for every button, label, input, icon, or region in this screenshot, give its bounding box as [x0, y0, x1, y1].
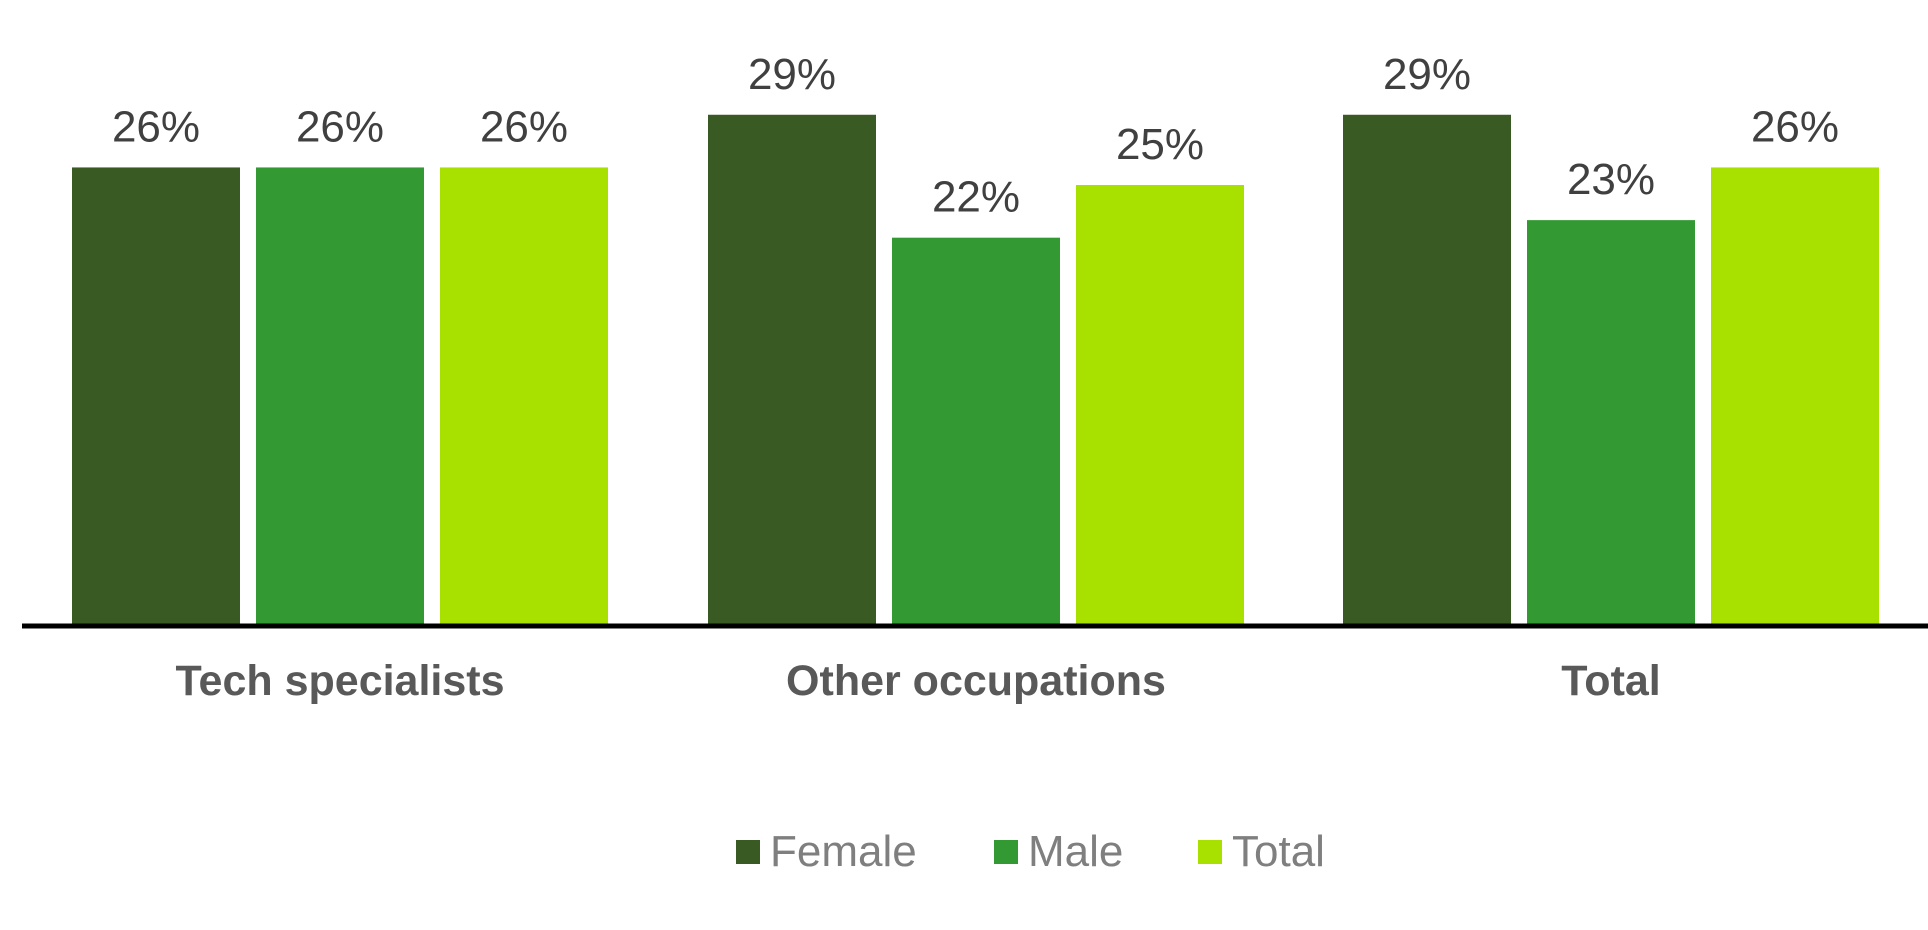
value-label-other-occupations-female: 29% — [748, 50, 836, 99]
legend-label-male: Male — [1028, 827, 1123, 876]
bar-total-total — [1711, 167, 1879, 624]
bar-tech-specialists-female — [72, 167, 240, 624]
legend-swatch-total — [1198, 840, 1222, 864]
legend-label-female: Female — [770, 827, 917, 876]
bars-layer — [72, 114, 1879, 624]
value-label-tech-specialists-total: 26% — [480, 102, 568, 151]
legend-swatch-female — [736, 840, 760, 864]
legend-label-total: Total — [1232, 827, 1325, 876]
bar-other-occupations-female — [708, 114, 876, 624]
legend-item-male: Male — [994, 827, 1123, 876]
bar-other-occupations-total — [1076, 185, 1244, 624]
value-label-total-total: 26% — [1751, 102, 1839, 151]
value-label-total-female: 29% — [1383, 50, 1471, 99]
value-label-other-occupations-male: 22% — [932, 173, 1020, 222]
category-labels-layer: Tech specialists Other occupations Total — [175, 657, 1660, 705]
value-label-tech-specialists-male: 26% — [296, 102, 384, 151]
legend-swatch-male — [994, 840, 1018, 864]
value-label-other-occupations-total: 25% — [1116, 120, 1204, 169]
value-label-total-male: 23% — [1567, 155, 1655, 204]
bar-total-male — [1527, 220, 1695, 624]
category-label-tech-specialists: Tech specialists — [175, 657, 504, 705]
category-label-total: Total — [1561, 657, 1661, 705]
legend-item-female: Female — [736, 827, 917, 876]
bar-other-occupations-male — [892, 237, 1060, 624]
bar-total-female — [1343, 114, 1511, 624]
bar-tech-specialists-male — [256, 167, 424, 624]
bar-tech-specialists-total — [440, 167, 608, 624]
legend-item-total: Total — [1198, 827, 1325, 876]
value-labels-layer: 26% 26% 26% 29% 22% 25% 29% 23% 26% — [112, 50, 1839, 222]
legend: Female Male Total — [736, 827, 1325, 876]
category-label-other-occupations: Other occupations — [786, 657, 1166, 705]
value-label-tech-specialists-female: 26% — [112, 102, 200, 151]
